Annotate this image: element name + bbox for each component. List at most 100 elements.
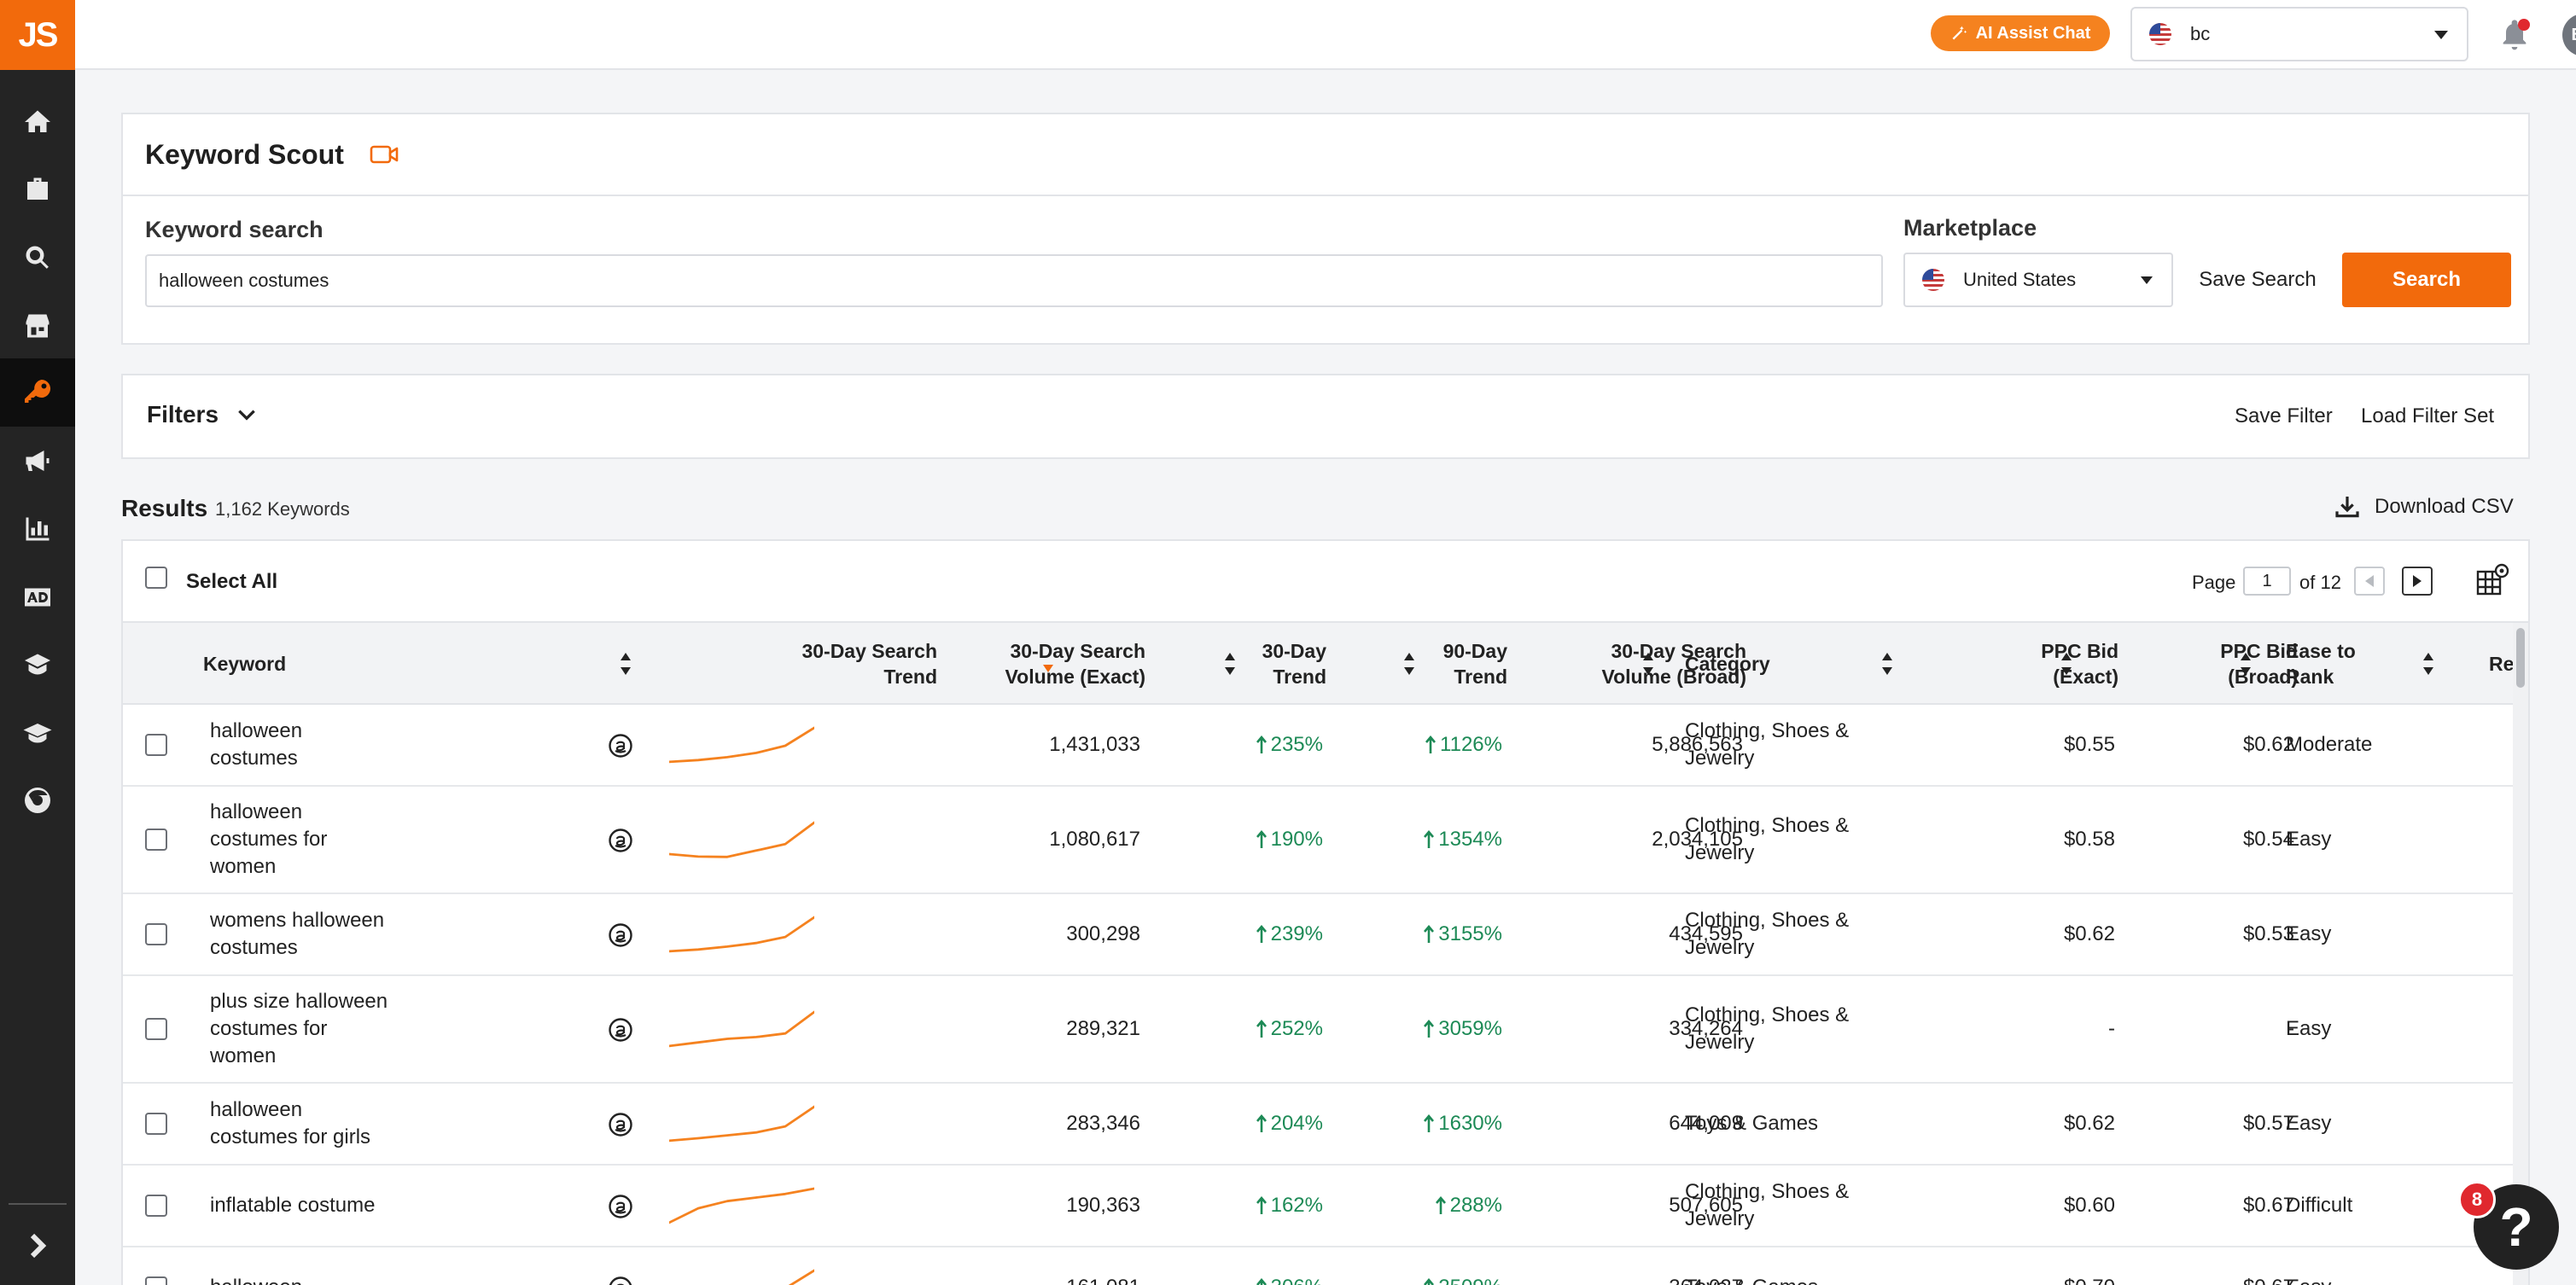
notifications-button[interactable]: [2497, 17, 2532, 51]
sort-ease-icon[interactable]: [2422, 653, 2434, 675]
filters-toggle[interactable]: Filters: [147, 401, 258, 428]
search-trend-sparkline: [669, 1105, 814, 1143]
scrollbar-thumb[interactable]: [2516, 628, 2525, 688]
keyword-cell[interactable]: halloween costumes for girls: [210, 1098, 371, 1148]
filters-card: Filters Save Filter Load Filter Set: [121, 374, 2530, 459]
nav-marketing[interactable]: [0, 427, 75, 495]
row-checkbox[interactable]: [145, 923, 167, 945]
load-filter-set-button[interactable]: Load Filter Set: [2361, 404, 2495, 427]
jungle-scout-logo[interactable]: JS: [0, 0, 75, 70]
table-row[interactable]: halloween costumes for women 1,080,617 190% 1…: [123, 787, 2528, 894]
row-checkbox[interactable]: [145, 1113, 167, 1135]
next-page-button[interactable]: [2402, 567, 2433, 596]
category-cell: Clothing, Shoes & Jewelry: [1685, 909, 1850, 959]
header-ease-to-rank[interactable]: Ease to Rank: [2286, 640, 2356, 688]
header-volume-exact[interactable]: 30-Day Search Volume (Exact): [1005, 640, 1145, 688]
ease-to-rank-cell: Easy: [2286, 828, 2332, 851]
row-checkbox[interactable]: [145, 1018, 167, 1040]
marketplace-select[interactable]: United States: [1903, 253, 2173, 307]
table-row[interactable]: halloween costumes 1,431,033 235% 1126% 5,886…: [123, 705, 2528, 787]
nav-home[interactable]: [0, 88, 75, 156]
sort-ppc-exact-icon[interactable]: [2060, 653, 2072, 675]
ai-assist-chat-button[interactable]: AI Assist Chat: [1931, 15, 2110, 51]
keyword-cell[interactable]: halloween costumes for women: [210, 800, 328, 878]
nav-keyword-scout[interactable]: [0, 358, 75, 427]
video-camera-icon[interactable]: [370, 143, 399, 166]
filters-label: Filters: [147, 401, 219, 427]
table-row[interactable]: inflatable costume 190,363 162% 288% 507,605…: [123, 1166, 2528, 1247]
arrow-up-icon: [1435, 1196, 1446, 1214]
briefcase-icon: [27, 177, 48, 200]
keyword-cell[interactable]: womens halloween costumes: [210, 909, 385, 959]
sort-volume-broad-icon[interactable]: [1642, 653, 1654, 675]
nav-advertising[interactable]: [0, 563, 75, 631]
volume-broad-cell: 334,264: [1669, 1017, 1743, 1040]
trend-90-cell: 1630%: [1335, 1084, 1502, 1164]
header-ppc-broad[interactable]: PPC Bid (Broad): [2220, 640, 2298, 688]
amazon-icon[interactable]: [608, 1194, 633, 1219]
header-category[interactable]: Category: [1685, 653, 1770, 675]
select-all-checkbox[interactable]: [145, 567, 167, 589]
nav-extension[interactable]: [0, 766, 75, 834]
category-cell: Clothing, Shoes & Jewelry: [1685, 814, 1850, 864]
download-csv-button[interactable]: Download CSV: [2334, 493, 2514, 520]
table-row[interactable]: halloween costumes for girls 283,346 204% 16…: [123, 1084, 2528, 1166]
table-header: Keyword 30-Day Search Trend 30-Day Search…: [123, 623, 2528, 705]
keyword-search-input[interactable]: [145, 254, 1883, 307]
account-selector[interactable]: bc: [2130, 7, 2468, 61]
user-avatar[interactable]: BC: [2562, 14, 2576, 56]
header-ppc-exact[interactable]: PPC Bid (Exact): [2041, 640, 2118, 688]
nav-academy[interactable]: [0, 631, 75, 700]
amazon-icon[interactable]: [608, 1017, 633, 1043]
row-checkbox[interactable]: [145, 1276, 167, 1285]
select-all-label[interactable]: Select All: [186, 570, 278, 593]
arrow-up-icon: [1425, 736, 1437, 753]
header-30-day-trend[interactable]: 30-Day Trend: [1262, 640, 1326, 688]
ease-to-rank-cell: Easy: [2286, 1112, 2332, 1135]
sort-keyword-icon[interactable]: [620, 653, 632, 675]
amazon-icon[interactable]: [608, 733, 633, 759]
amazon-icon[interactable]: [608, 1112, 633, 1137]
nav-product-research[interactable]: [0, 155, 75, 224]
nav-store[interactable]: [0, 292, 75, 360]
row-checkbox[interactable]: [145, 829, 167, 851]
sort-ppc-broad-icon[interactable]: [2240, 653, 2252, 675]
search-button[interactable]: Search: [2342, 253, 2511, 307]
header-90-day-trend[interactable]: 90-Day Trend: [1442, 640, 1507, 688]
table-row[interactable]: halloween 161,081306% 2509% 364,027Toys & G…: [123, 1247, 2528, 1285]
nav-analytics[interactable]: [0, 495, 75, 563]
sort-30-day-trend-icon[interactable]: [1224, 653, 1236, 675]
table-scrollbar[interactable]: [2513, 623, 2528, 1285]
amazon-icon[interactable]: [608, 1276, 633, 1285]
previous-page-button[interactable]: [2354, 567, 2385, 596]
trend-90-cell: 1126%: [1335, 705, 1502, 785]
sidebar-expand-button[interactable]: [0, 1212, 75, 1280]
save-search-button[interactable]: Save Search: [2199, 268, 2317, 291]
column-settings-icon[interactable]: [2475, 563, 2509, 597]
keyword-cell[interactable]: halloween costumes: [210, 719, 303, 770]
sort-desc-icon[interactable]: [1043, 665, 1053, 672]
keyword-cell[interactable]: inflatable costume: [210, 1194, 376, 1217]
row-checkbox[interactable]: [145, 1195, 167, 1217]
header-volume-broad[interactable]: 30-Day Search Volume (Broad): [1601, 640, 1746, 688]
table-row[interactable]: womens halloween costumes 300,298 239% 3155%…: [123, 894, 2528, 976]
nav-search[interactable]: [0, 224, 75, 292]
ai-assist-chat-label: AI Assist Chat: [1975, 23, 2091, 43]
sidebar-divider: [9, 1203, 67, 1205]
sort-90-day-trend-icon[interactable]: [1403, 653, 1415, 675]
sort-category-icon[interactable]: [1881, 653, 1893, 675]
page-number-input[interactable]: 1: [2243, 567, 2291, 596]
education-icon: [25, 654, 50, 675]
row-checkbox[interactable]: [145, 734, 167, 756]
category-cell: Toys & Games: [1685, 1112, 1819, 1135]
save-filter-button[interactable]: Save Filter: [2235, 404, 2333, 427]
nav-training[interactable]: [0, 700, 75, 768]
amazon-icon[interactable]: [608, 828, 633, 853]
table-row[interactable]: plus size halloween costumes for women 289,…: [123, 976, 2528, 1084]
keyword-cell[interactable]: halloween: [210, 1247, 432, 1285]
keyword-cell[interactable]: plus size halloween costumes for women: [210, 990, 388, 1067]
page-label: Page: [2192, 572, 2236, 593]
notification-dot: [2518, 19, 2530, 31]
amazon-icon[interactable]: [608, 922, 633, 948]
header-keyword[interactable]: Keyword: [203, 653, 287, 675]
